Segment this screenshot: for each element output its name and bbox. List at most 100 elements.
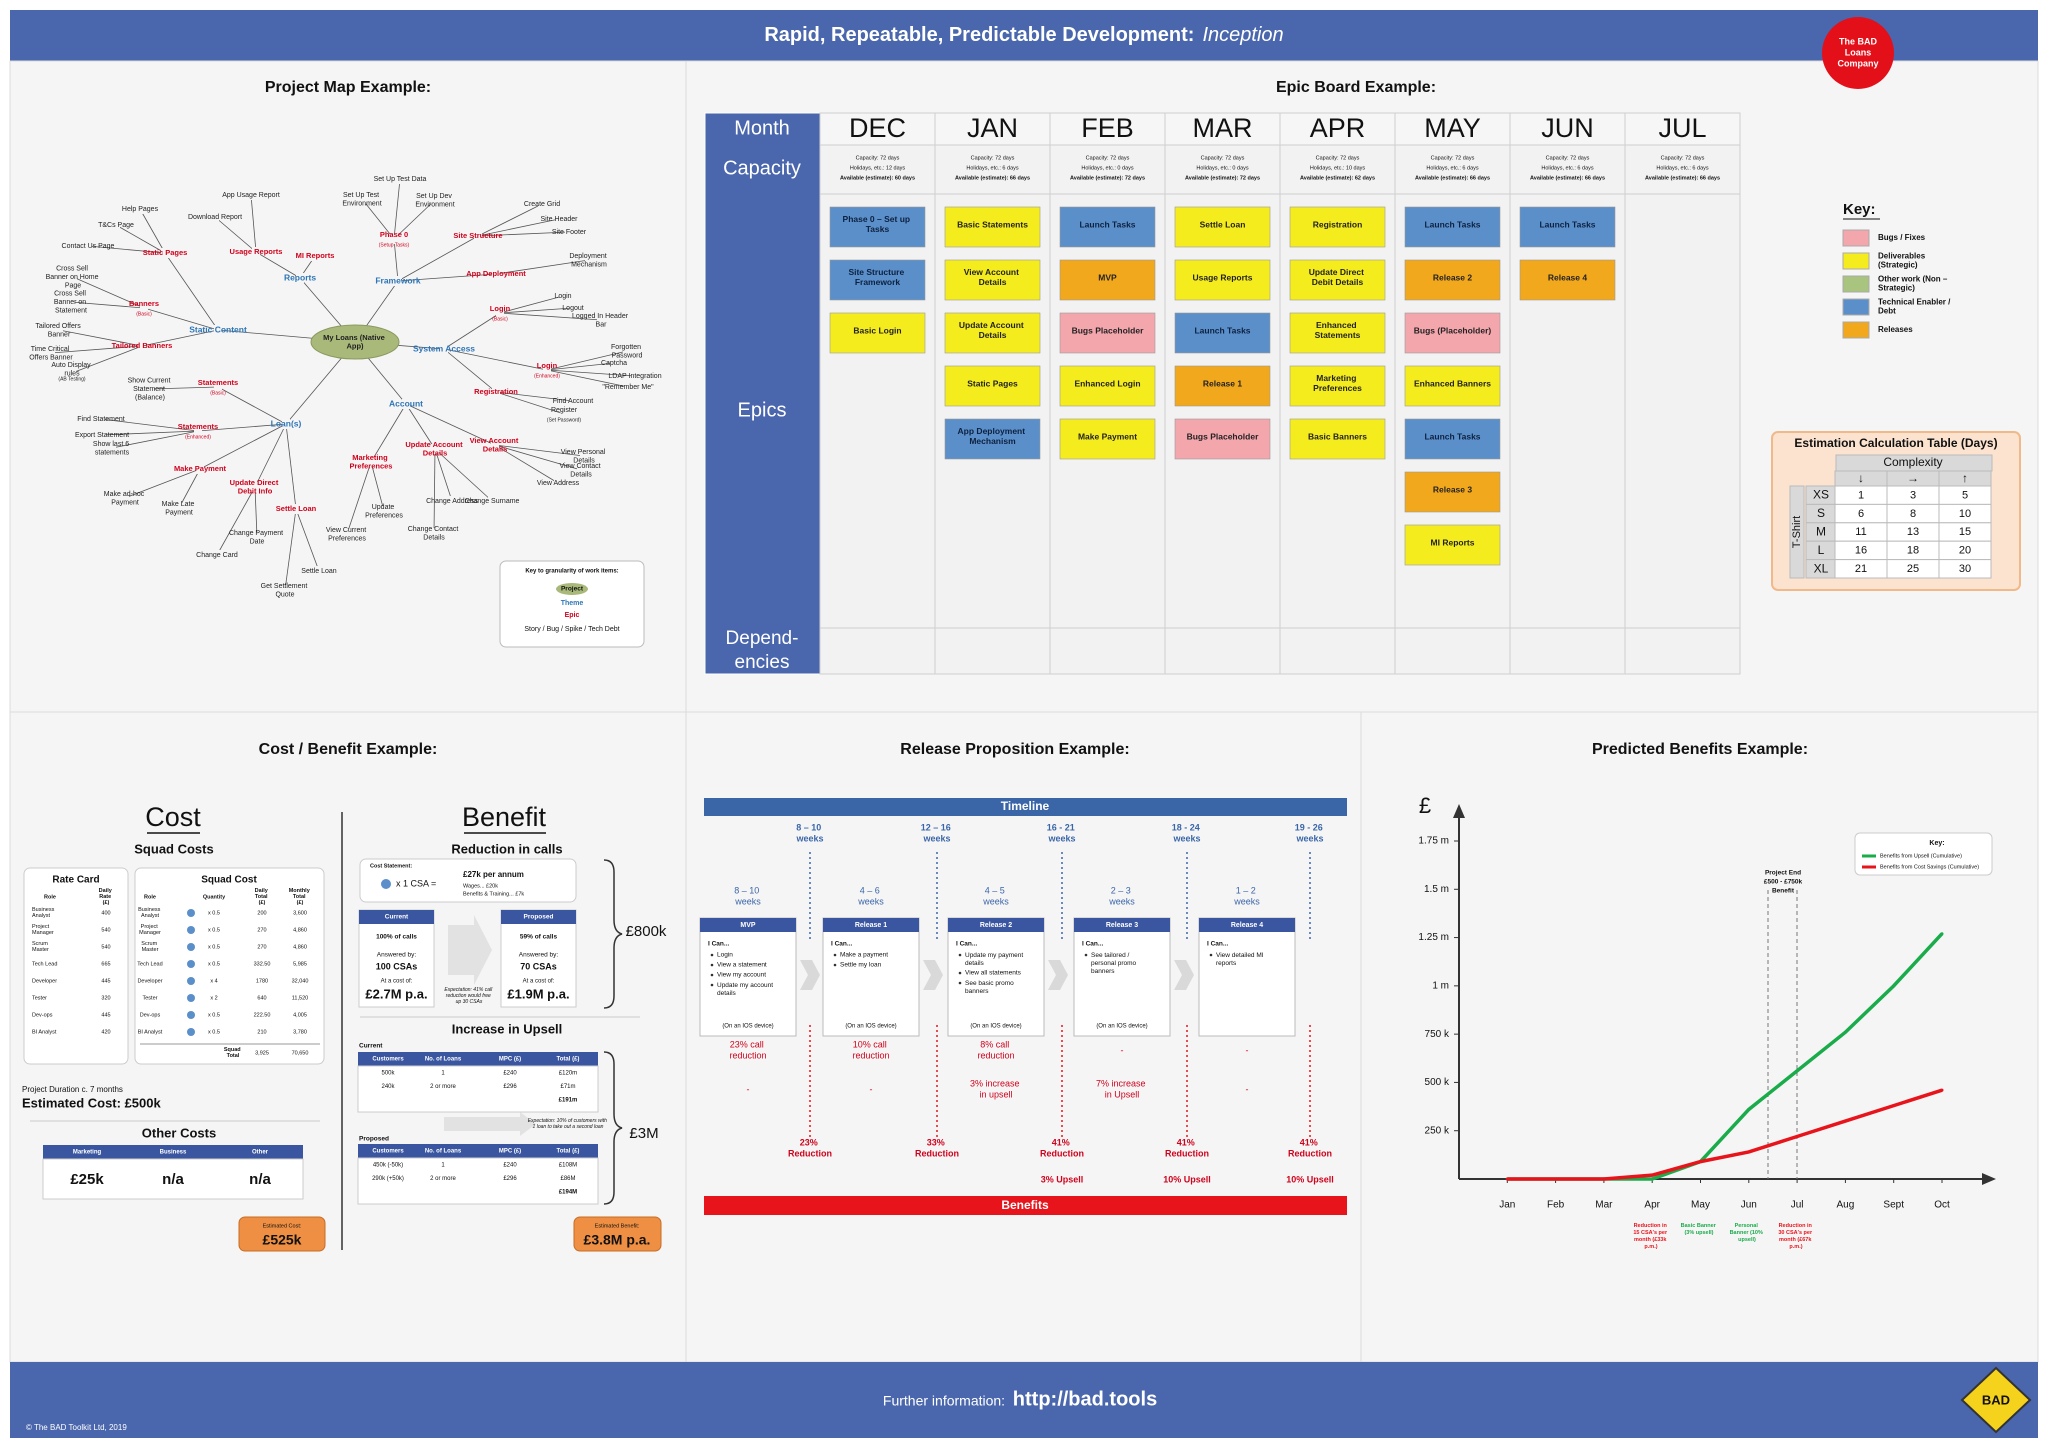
bullet <box>710 973 714 977</box>
text-line: My Loans (Native <box>323 333 387 342</box>
table-cell: 6 <box>1858 508 1864 520</box>
text-line: 41% <box>1177 1138 1198 1148</box>
table-cell: 4,860 <box>293 927 307 933</box>
data-point <box>1602 1177 1606 1181</box>
annotation: Basic Banner (3% upsell) <box>1681 1223 1718 1236</box>
table-cell: 2 or more <box>430 1176 456 1182</box>
month-header: JAN <box>967 113 1018 143</box>
capacity-text: Holidays, etc.: 6 days <box>1541 165 1594 171</box>
text-line: Environment <box>415 201 454 208</box>
table-box <box>357 1157 599 1205</box>
table-total: 3,925 <box>255 1050 269 1056</box>
x-tick-label: Apr <box>1644 1200 1660 1211</box>
board-cell <box>819 144 936 195</box>
text-line: Project <box>32 924 51 930</box>
node-bg <box>247 190 255 200</box>
story-node: Deployment Mechanism <box>569 253 608 269</box>
table-header: → <box>1907 471 1919 485</box>
statement-detail: Benefits & Training... £7k <box>463 891 524 897</box>
row-label: L <box>1818 543 1825 557</box>
node-bg <box>560 409 568 419</box>
capacity-text: Available (estimate): 66 days <box>1530 175 1605 181</box>
badge <box>238 1216 326 1252</box>
text-line: weeks <box>795 834 823 844</box>
table-cell: 500k <box>381 1071 395 1077</box>
edge <box>434 448 453 502</box>
table-box <box>42 1158 304 1200</box>
row-label: Epics <box>738 399 787 421</box>
statement-value: £27k per annum <box>463 870 524 879</box>
node-note: (Basic) <box>136 311 152 317</box>
table-cell: 290k (+50k) <box>372 1176 404 1182</box>
edge <box>71 345 143 374</box>
table-total: £194M <box>559 1190 577 1196</box>
text-line: 30 CSA's per <box>1778 1230 1813 1236</box>
table-cell: Tech Lead <box>32 961 57 967</box>
table-cell: x 0.5 <box>208 944 220 950</box>
story-node: Auto Display rules <box>51 362 92 378</box>
text-line: Preferences <box>1313 383 1362 393</box>
chevron <box>1174 960 1194 990</box>
text-line: Banner on <box>54 299 88 306</box>
node-bg <box>367 457 375 467</box>
board-cell <box>1049 144 1166 195</box>
edge <box>405 403 436 450</box>
release-device: (On an IOS device) <box>1096 1024 1147 1030</box>
scenario-box <box>500 909 577 1008</box>
epic-node: Login <box>490 304 511 313</box>
bullet <box>710 983 714 987</box>
edge <box>58 329 143 347</box>
table-cell: 13 <box>1907 526 1919 538</box>
edge <box>495 259 590 275</box>
text-line: weeks <box>1233 897 1260 907</box>
column-header: Daily Rate (£) <box>99 888 114 906</box>
table-cell: £296 <box>503 1176 517 1182</box>
data-point <box>1940 932 1944 936</box>
text-line: Set Up Dev <box>416 193 454 200</box>
board-cell <box>1509 193 1626 629</box>
epic-card-label: Launch Tasks <box>1539 219 1595 229</box>
text-line: banners <box>1091 968 1115 975</box>
node-bg <box>431 444 439 454</box>
capacity-text: Holidays, etc.: 0 days <box>1196 165 1249 171</box>
chevron <box>1048 960 1068 990</box>
epic-card-label: Release 2 <box>1433 272 1472 282</box>
table-cell: 445 <box>101 978 110 984</box>
capacity-text: Available (estimate): 72 days <box>1185 175 1260 181</box>
epic-card-label: Phase 0 – Set up Tasks <box>843 214 913 234</box>
node-bg <box>292 504 300 514</box>
duration: 8 – 10 weeks <box>734 886 762 907</box>
arrow <box>448 915 492 985</box>
capacity-text: Available (estimate): 66 days <box>1415 175 1490 181</box>
node-note: (Set Password) <box>547 417 582 423</box>
board-cell <box>1164 193 1281 629</box>
legend-box <box>1854 832 1993 876</box>
release-item: View detailed MI reports <box>1216 952 1265 967</box>
text-line: Expectation: 10% of customers with <box>528 1118 609 1124</box>
y-tick-label: 750 k <box>1425 1029 1450 1040</box>
project-node <box>310 324 400 360</box>
epic-card <box>829 206 926 248</box>
epic-card-label: Enhanced Login <box>1074 378 1140 388</box>
text-line: 3% increase <box>970 1079 1022 1089</box>
story-node: Change Address <box>426 498 478 505</box>
table-cell: n/a <box>249 1171 271 1188</box>
story-node: Settle Loan <box>301 568 337 575</box>
text-line: Cross Sell <box>54 290 88 297</box>
capacity-text: Holidays, etc.: 6 days <box>1426 165 1479 171</box>
text-line: Banner <box>48 331 71 338</box>
node-bg <box>492 269 500 279</box>
story-node: T&Cs Page <box>98 222 134 229</box>
node-bg <box>146 384 154 394</box>
chevron <box>800 960 820 990</box>
node-bg <box>175 503 183 513</box>
board-cell <box>1164 112 1281 146</box>
milestone: 16 - 21 weeks <box>1047 823 1078 844</box>
story-node: Download Report <box>188 214 242 221</box>
text-line: Total <box>293 894 307 900</box>
statement-unit: x 1 CSA = <box>396 878 436 888</box>
release-item: Update my payment details <box>965 952 1025 967</box>
table-cell: Scrum Master <box>32 941 49 953</box>
cumulative-benefit: 41% Reduction <box>1165 1138 1209 1159</box>
board-cell <box>1279 193 1396 629</box>
